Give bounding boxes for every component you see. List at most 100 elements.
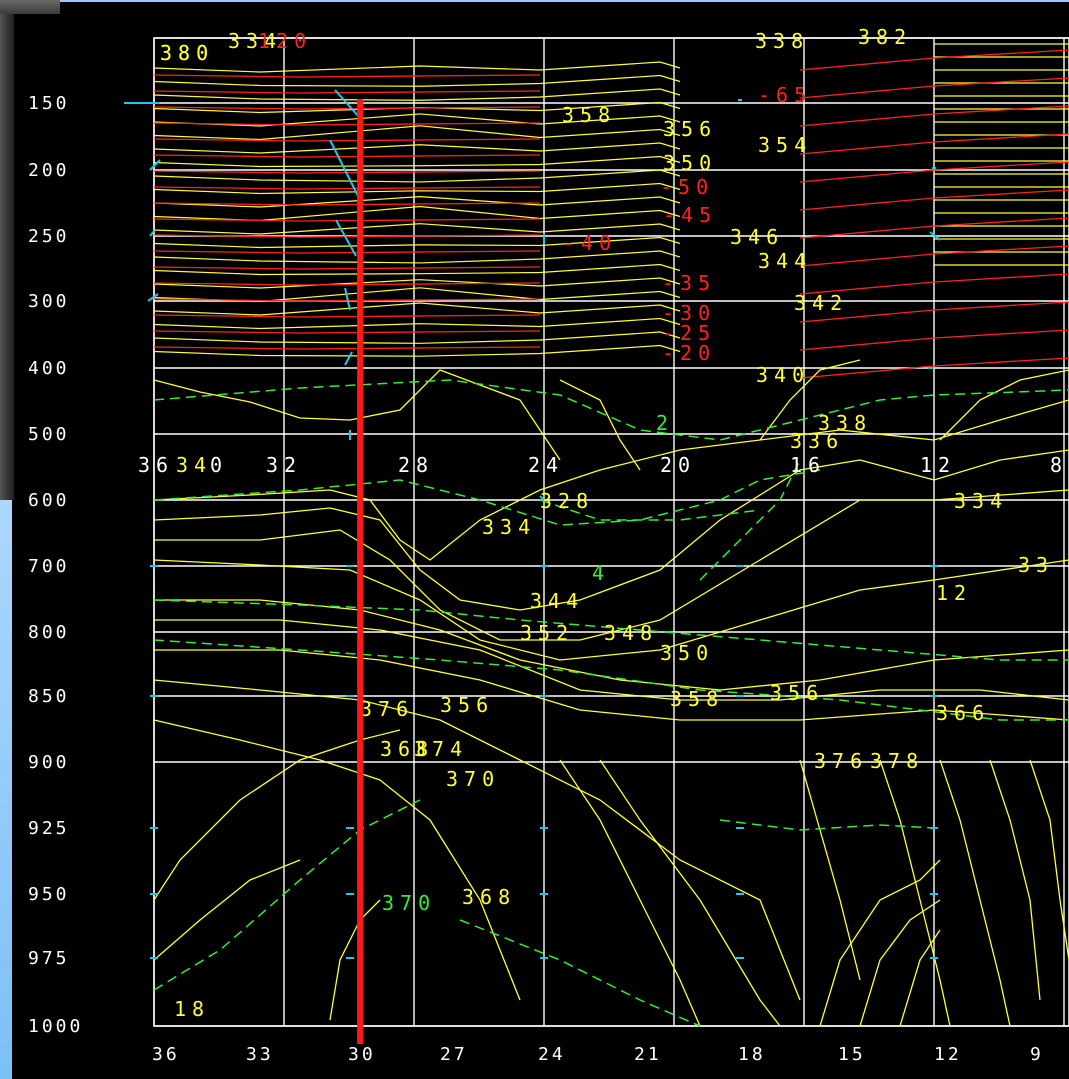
contour-label: -25 (662, 321, 716, 345)
theta-contour (559, 379, 641, 471)
grid-layer (153, 37, 1069, 1027)
theta-contour (153, 729, 401, 901)
theta-contour (153, 719, 521, 1001)
theta-contour (559, 759, 701, 1027)
temperature-contour (799, 105, 1069, 127)
contour-label: -30 (662, 301, 716, 325)
y-tick-label: 850 (28, 686, 70, 707)
contour-label: 342 (794, 291, 848, 315)
temperature-contour (799, 329, 1069, 351)
y-tick-label: 400 (28, 358, 70, 379)
wind-layer (124, 89, 941, 959)
theta-contour (153, 223, 681, 235)
x-tick-label: 24 (538, 1044, 566, 1065)
contour-label: 334 (228, 29, 282, 53)
contour-label: -40 (563, 231, 617, 255)
y-tick-label: 950 (28, 884, 70, 905)
temperature-contour (153, 218, 541, 222)
contour-label: -45 (663, 203, 717, 227)
contour-label: 12 (920, 453, 956, 477)
contour-label: 344 (758, 249, 812, 273)
label-layer: 1502002503004005006007008008509009259509… (28, 25, 1062, 1065)
contour-label: 33 (1018, 553, 1054, 577)
contour-label: 2 (656, 411, 674, 435)
dashed-contour (539, 499, 761, 521)
temperature-contour (799, 133, 1069, 155)
contour-label: 376 (360, 697, 414, 721)
contour-label: 348 (604, 621, 658, 645)
contour-label: 356 (770, 681, 824, 705)
contour-label: 328 (540, 489, 594, 513)
wind-barb (329, 139, 361, 201)
theta-contour (329, 899, 381, 1021)
theta-contour (153, 113, 681, 127)
y-tick-label: 900 (28, 752, 70, 773)
contour-label: 352 (520, 621, 574, 645)
wind-barb (147, 293, 159, 302)
contour-label: -20 (662, 341, 716, 365)
y-tick-label: 700 (28, 556, 70, 577)
theta-contour (153, 399, 1069, 561)
theta-contour (153, 679, 801, 1001)
x-tick-label: 18 (738, 1044, 766, 1065)
x-tick-label: 30 (348, 1044, 376, 1065)
contour-label: -50 (660, 175, 714, 199)
y-tick-label: 250 (28, 226, 70, 247)
contour-label: 356 (663, 117, 717, 141)
contour-label: 32 (266, 453, 302, 477)
theta-contour (153, 250, 681, 264)
theta-contour (153, 196, 681, 208)
contour-label: 336 (790, 429, 844, 453)
contour-label: 16 (790, 453, 826, 477)
contour-label: 338 (818, 411, 872, 435)
dashed-contour (153, 639, 1069, 721)
theta-contour (153, 101, 681, 114)
temperature-contour (153, 154, 541, 158)
temperature-contour (153, 122, 541, 126)
temperature-contour (153, 138, 541, 142)
contour-label: 346 (730, 225, 784, 249)
theta-contour (153, 559, 1069, 661)
theta-contour (153, 205, 681, 222)
theta-contour (154, 649, 1069, 721)
contour-label: -35 (662, 271, 716, 295)
contour-label: 376 (814, 749, 868, 773)
temperature-contour (153, 282, 541, 286)
contour-label: 340 (756, 363, 810, 387)
x-tick-label: 9 (1030, 1044, 1044, 1065)
temperature-contour (799, 245, 1069, 267)
temperature-contour (153, 74, 541, 78)
theta-contour (153, 182, 681, 195)
contour-label: 378 (870, 749, 924, 773)
theta-contour (153, 88, 681, 101)
theta-contour (153, 263, 681, 276)
temperature-contour (799, 301, 1069, 323)
x-tick-label: 12 (934, 1044, 962, 1065)
contour-label: 350 (660, 641, 714, 665)
contour-label: 382 (858, 25, 912, 49)
temperature-contour (153, 234, 541, 238)
top-background-strip (60, 0, 1069, 2)
theta-contour (939, 369, 1069, 441)
temperature-contour (799, 161, 1069, 183)
y-tick-label: 500 (28, 424, 70, 445)
contour-label: 4 (592, 561, 610, 585)
contour-label: -65 (758, 83, 812, 107)
contour-label: 368 (380, 737, 434, 761)
contour-label: 24 (528, 453, 564, 477)
x-tick-label: 33 (246, 1044, 274, 1065)
y-tick-label: 200 (28, 160, 70, 181)
dashed-contour (719, 819, 935, 831)
temperature-contour (153, 330, 541, 334)
y-tick-label: 975 (28, 948, 70, 969)
wind-barb (335, 219, 357, 257)
contour-label: 356 (440, 693, 494, 717)
theta-contour (153, 331, 681, 344)
theta-contour (939, 759, 1011, 1027)
contour-label: 368 (462, 885, 516, 909)
theta-contour (153, 344, 681, 357)
contour-layer (153, 43, 1069, 1027)
temperature-contour (799, 77, 1069, 99)
temperature-contour (153, 314, 541, 318)
